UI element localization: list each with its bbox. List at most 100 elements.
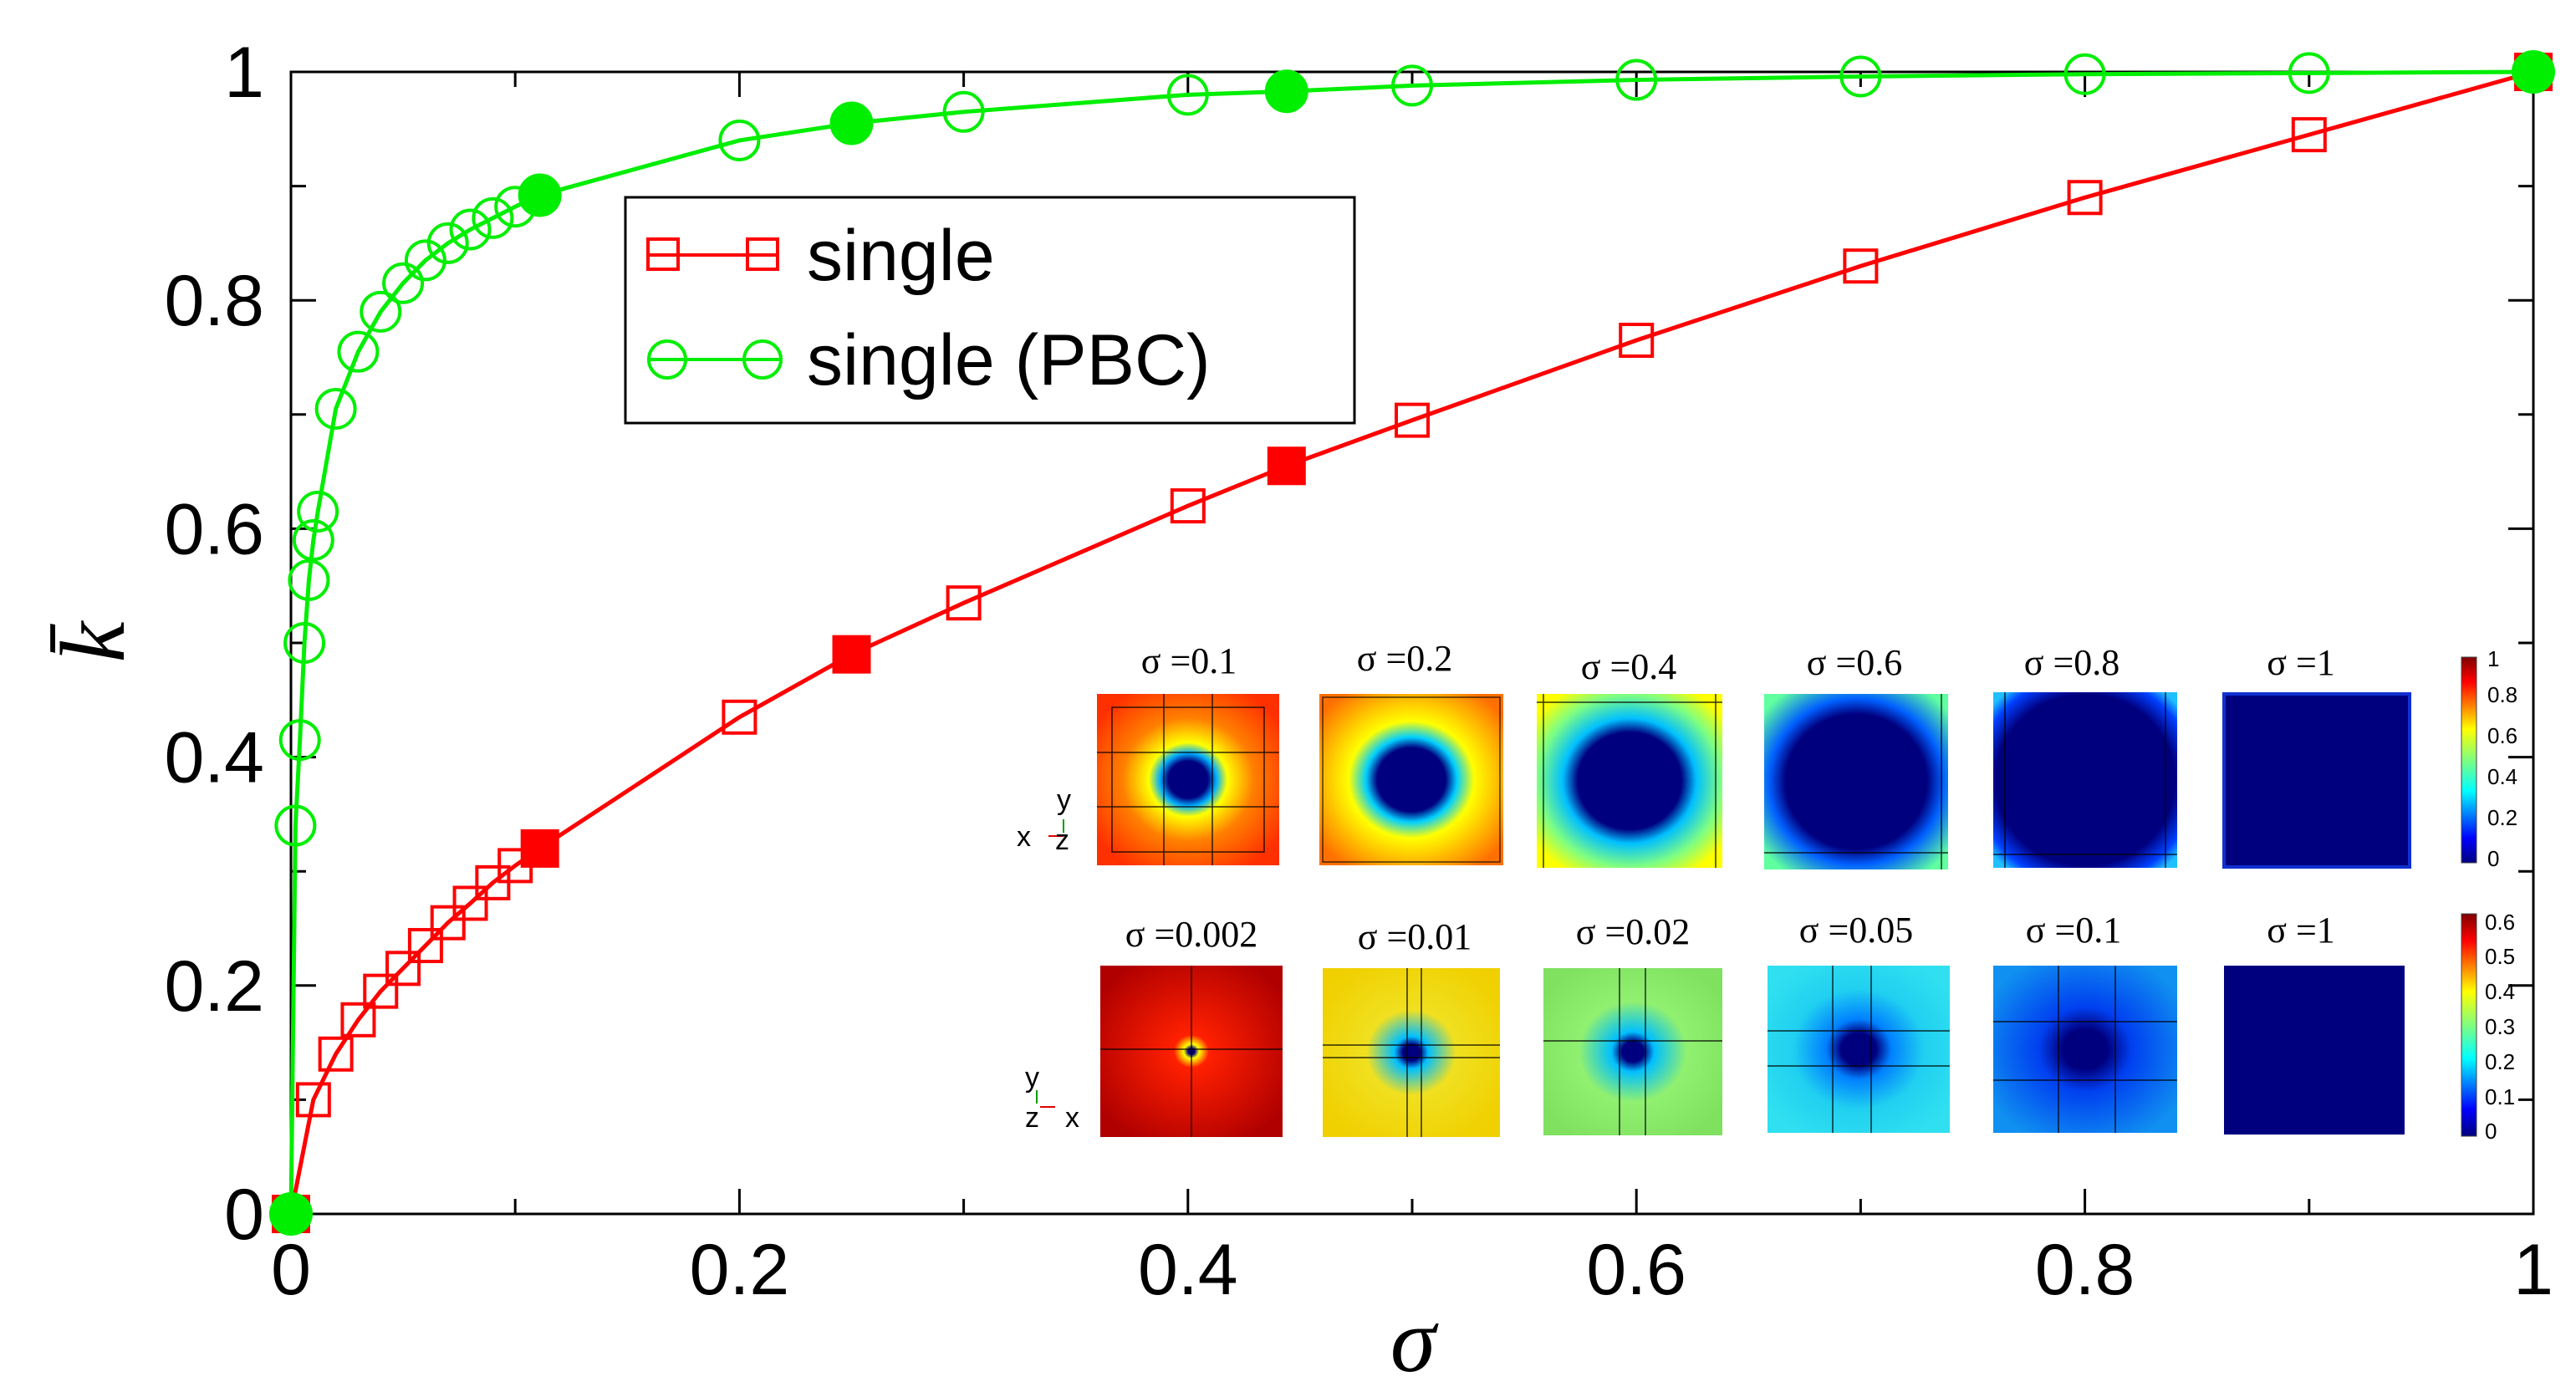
inset-label: σ =1 bbox=[2267, 910, 2335, 951]
data-point-pbc bbox=[2512, 50, 2555, 94]
axis-z-label: z bbox=[1025, 1102, 1039, 1134]
inset-map bbox=[1323, 968, 1500, 1137]
inset-label: σ =0.002 bbox=[1125, 914, 1258, 955]
data-point-single bbox=[1267, 446, 1306, 486]
inset-label: σ =0.6 bbox=[1807, 642, 1903, 683]
data-point-single bbox=[295, 1082, 331, 1118]
legend-box bbox=[624, 196, 1356, 425]
x-tick-label: 0.2 bbox=[690, 1230, 790, 1310]
y-tick-label: 0.6 bbox=[164, 489, 264, 569]
inset-label: σ =0.1 bbox=[1141, 640, 1237, 681]
tick-labels: 0 0.2 0.4 0.6 0.8 1 0 0.2 0.4 0.6 0.8 1 bbox=[164, 33, 2553, 1310]
colorbar-tick: 0.3 bbox=[2485, 1014, 2515, 1039]
y-axis-label: k̄ bbox=[42, 620, 144, 662]
legend: single single (PBC) bbox=[624, 196, 1356, 425]
data-point-single bbox=[2291, 117, 2327, 153]
data-point-single bbox=[1619, 323, 1655, 359]
inset-map bbox=[1097, 694, 1279, 865]
inset-label: σ =0.05 bbox=[1799, 910, 1914, 951]
data-point-pbc bbox=[292, 519, 334, 562]
data-point-pbc bbox=[1391, 64, 1433, 107]
inset-label: σ =1 bbox=[2267, 642, 2335, 683]
inset-label: σ =0.2 bbox=[1357, 638, 1453, 679]
data-point-pbc bbox=[718, 119, 761, 161]
series-layer bbox=[269, 50, 2555, 1236]
colorbar-tick: 0.2 bbox=[2487, 805, 2517, 830]
colorbar-tick: 0.6 bbox=[2485, 910, 2515, 935]
legend-marker-pbc-right bbox=[742, 339, 783, 380]
data-point-single bbox=[946, 585, 982, 621]
data-point-pbc bbox=[360, 290, 402, 333]
y-tick-label: 0.8 bbox=[164, 261, 264, 341]
inset-label: σ =0.01 bbox=[1358, 916, 1472, 957]
axis-z-label: z bbox=[1055, 824, 1069, 856]
colorbar-row2: 0.6 0.5 0.4 0.3 0.2 0.1 0 bbox=[2461, 910, 2515, 1144]
data-point-pbc bbox=[404, 239, 446, 282]
colorbar-tick: 0.1 bbox=[2485, 1084, 2515, 1109]
axes-indicator-row2: y z x bbox=[1025, 1062, 1079, 1134]
colorbar-tick: 0.8 bbox=[2487, 682, 2517, 707]
data-point-single bbox=[1170, 488, 1206, 524]
colorbar-tick: 0.4 bbox=[2485, 979, 2515, 1004]
axis-y-label: y bbox=[1057, 784, 1071, 816]
data-point-single bbox=[2067, 180, 2103, 216]
colorbar-row1: 1 0.8 0.6 0.4 0.2 0 bbox=[2461, 646, 2517, 871]
data-point-pbc bbox=[426, 222, 469, 264]
data-point-single bbox=[340, 1002, 376, 1038]
inset-map bbox=[1537, 694, 1722, 868]
data-point-pbc bbox=[278, 719, 321, 762]
legend-marker-single-left bbox=[646, 237, 680, 271]
x-tick-label: 0 bbox=[271, 1230, 311, 1310]
x-tick-label: 0.6 bbox=[1586, 1230, 1686, 1310]
axis-x-label: x bbox=[1065, 1102, 1079, 1134]
axes-indicator-row1: y x z bbox=[1017, 784, 1071, 856]
inset-map bbox=[2224, 966, 2405, 1135]
data-point-single bbox=[1843, 248, 1879, 284]
data-point-single bbox=[385, 951, 421, 987]
inset-map bbox=[1543, 968, 1722, 1135]
inset-map bbox=[1100, 966, 1283, 1137]
x-tick-label: 1 bbox=[2513, 1230, 2553, 1310]
data-point-pbc bbox=[1615, 59, 1658, 101]
colorbar-tick: 0.5 bbox=[2485, 944, 2515, 969]
data-point-pbc bbox=[2288, 52, 2330, 94]
data-point-pbc bbox=[942, 90, 985, 133]
data-point-pbc bbox=[337, 330, 380, 373]
data-point-pbc bbox=[449, 208, 492, 251]
y-tick-label: 0 bbox=[224, 1175, 264, 1255]
data-point-pbc bbox=[297, 490, 339, 533]
data-point-pbc bbox=[829, 101, 874, 145]
data-point-pbc bbox=[283, 622, 326, 664]
y-tick-label: 0.2 bbox=[164, 946, 264, 1027]
colorbar-tick: 0.2 bbox=[2485, 1049, 2515, 1074]
x-tick-label: 0.8 bbox=[2035, 1230, 2135, 1310]
data-point-pbc bbox=[1166, 74, 1209, 116]
data-point-pbc bbox=[1839, 55, 1882, 98]
data-point-pbc bbox=[269, 1192, 313, 1236]
axis-x-label: x bbox=[1017, 821, 1031, 853]
inset-map bbox=[1764, 694, 1948, 869]
data-point-pbc bbox=[2063, 53, 2106, 95]
inset-label: σ =0.4 bbox=[1581, 646, 1677, 687]
data-point-pbc bbox=[314, 387, 357, 430]
inset-map bbox=[1319, 694, 1503, 865]
data-point-pbc bbox=[518, 173, 562, 217]
inset-map bbox=[2222, 692, 2411, 869]
data-point-single bbox=[520, 829, 559, 868]
data-point-pbc bbox=[382, 262, 425, 304]
colorbar-tick: 0.6 bbox=[2487, 723, 2517, 748]
legend-marker-single-right bbox=[746, 237, 779, 271]
data-point-pbc bbox=[288, 558, 330, 601]
inset-map bbox=[1993, 966, 2177, 1133]
data-point-single bbox=[1395, 402, 1430, 438]
data-point-single bbox=[318, 1036, 354, 1072]
colorbar-tick: 0 bbox=[2487, 846, 2499, 871]
data-point-pbc bbox=[472, 196, 514, 239]
data-point-single bbox=[363, 973, 399, 1009]
legend-label-single: single bbox=[807, 216, 995, 296]
inset-label: σ =0.8 bbox=[2024, 642, 2120, 683]
colorbar-tick: 1 bbox=[2487, 646, 2499, 671]
data-point-pbc bbox=[1264, 69, 1308, 114]
legend-label-pbc: single (PBC) bbox=[807, 320, 1211, 400]
